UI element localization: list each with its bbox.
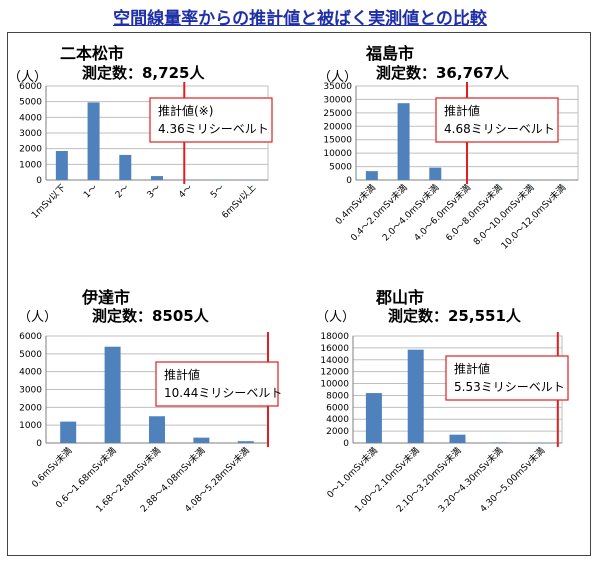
y-tick-label-koriyama: 16000 bbox=[320, 344, 349, 354]
estimate-value-fukushima: 4.68ミリシーベルト bbox=[444, 122, 555, 136]
y-tick-label-date: 4000 bbox=[19, 368, 42, 378]
bar-nihonmatsu bbox=[119, 154, 132, 180]
bar-koriyama bbox=[449, 434, 466, 443]
bar-koriyama bbox=[407, 349, 424, 443]
chart-title-date: 伊達市 bbox=[82, 288, 131, 307]
bar-nihonmatsu bbox=[182, 179, 195, 181]
estimate-label-nihonmatsu: 推計値(※) bbox=[158, 103, 213, 118]
y-tick-label-nihonmatsu: 6000 bbox=[19, 82, 42, 92]
bar-nihonmatsu bbox=[151, 176, 163, 180]
ylabel-nihonmatsu: （人） bbox=[8, 70, 48, 85]
y-tick-label-fukushima: 20000 bbox=[323, 122, 352, 132]
estimate-value-date: 10.44ミリシーベルト bbox=[164, 386, 282, 400]
bar-fukushima bbox=[556, 179, 569, 181]
y-tick-label-fukushima: 10000 bbox=[323, 149, 352, 159]
y-tick-label-date: 5000 bbox=[19, 350, 42, 360]
figure-frame bbox=[7, 32, 591, 556]
y-tick-label-koriyama: 4000 bbox=[326, 415, 349, 425]
estimate-label-fukushima: 推計値 bbox=[444, 103, 480, 118]
estimate-value-nihonmatsu: 4.36ミリシーベルト bbox=[158, 122, 269, 136]
y-tick-label-nihonmatsu: 3000 bbox=[19, 129, 42, 139]
y-tick-label-koriyama: 8000 bbox=[326, 391, 349, 401]
y-tick-label-koriyama: 2000 bbox=[326, 427, 349, 437]
y-tick-label-nihonmatsu: 5000 bbox=[19, 98, 42, 108]
count-label-koriyama: 測定数：25,551人 bbox=[388, 307, 521, 325]
bar-fukushima bbox=[524, 179, 537, 181]
chart-title-nihonmatsu: 二本松市 bbox=[60, 44, 125, 63]
y-tick-label-nihonmatsu: 0 bbox=[36, 176, 42, 186]
bar-date bbox=[104, 346, 121, 443]
y-tick-label-fukushima: 15000 bbox=[323, 136, 352, 146]
y-tick-label-fukushima: 5000 bbox=[329, 163, 352, 173]
bar-fukushima bbox=[397, 103, 410, 180]
y-tick-label-koriyama: 12000 bbox=[320, 368, 349, 378]
bar-fukushima bbox=[492, 179, 505, 181]
y-tick-label-date: 3000 bbox=[19, 386, 42, 396]
ylabel-date: （人） bbox=[18, 310, 58, 325]
y-tick-label-koriyama: 10000 bbox=[320, 380, 349, 390]
ylabel-koriyama: （人） bbox=[316, 310, 356, 325]
x-tick-label-koriyama: 4.30〜5.00mSv未満 bbox=[477, 445, 547, 515]
y-tick-label-date: 1000 bbox=[19, 421, 42, 431]
y-tick-label-fukushima: 25000 bbox=[323, 109, 352, 119]
bar-nihonmatsu bbox=[55, 151, 68, 180]
y-tick-label-koriyama: 0 bbox=[343, 439, 349, 449]
y-tick-label-koriyama: 6000 bbox=[326, 403, 349, 413]
y-tick-label-date: 2000 bbox=[19, 403, 42, 413]
chart-title-fukushima: 福島市 bbox=[366, 44, 415, 63]
bar-koriyama bbox=[365, 393, 382, 443]
y-tick-label-nihonmatsu: 2000 bbox=[19, 145, 42, 155]
bar-koriyama bbox=[491, 442, 508, 443]
count-label-date: 測定数：8505人 bbox=[92, 307, 209, 325]
y-tick-label-nihonmatsu: 4000 bbox=[19, 113, 42, 123]
bar-date bbox=[60, 421, 77, 443]
bar-date bbox=[237, 441, 254, 443]
y-tick-label-koriyama: 18000 bbox=[320, 332, 349, 342]
estimate-box-date bbox=[155, 361, 279, 407]
bar-fukushima bbox=[365, 171, 378, 180]
bar-date bbox=[149, 416, 165, 443]
ylabel-fukushima: （人） bbox=[318, 70, 358, 85]
y-tick-label-fukushima: 30000 bbox=[323, 95, 352, 105]
count-label-fukushima: 測定数：36,767人 bbox=[376, 64, 509, 82]
estimate-box-nihonmatsu bbox=[149, 97, 273, 143]
y-tick-label-fukushima: 0 bbox=[346, 176, 352, 186]
bar-date bbox=[193, 437, 210, 443]
bar-fukushima bbox=[429, 167, 442, 180]
chart-title-koriyama: 郡山市 bbox=[376, 288, 425, 307]
bar-nihonmatsu bbox=[246, 179, 259, 181]
y-tick-label-date: 0 bbox=[36, 439, 42, 449]
estimate-label-koriyama: 推計値 bbox=[454, 361, 490, 376]
y-tick-label-date: 6000 bbox=[19, 332, 42, 342]
page-title: 空間線量率からの推計値と被ばく実測値との比較 bbox=[113, 9, 487, 29]
y-tick-label-fukushima: 35000 bbox=[323, 82, 352, 92]
bar-nihonmatsu bbox=[87, 102, 100, 180]
estimate-value-koriyama: 5.53ミリシーベルト bbox=[454, 380, 565, 394]
estimate-label-date: 推計値 bbox=[164, 367, 200, 382]
estimate-box-fukushima bbox=[435, 97, 559, 143]
bar-koriyama bbox=[533, 442, 550, 444]
y-tick-label-koriyama: 14000 bbox=[320, 356, 349, 366]
count-label-nihonmatsu: 測定数：8,725人 bbox=[82, 64, 205, 82]
bar-nihonmatsu bbox=[214, 179, 227, 181]
y-tick-label-nihonmatsu: 1000 bbox=[19, 160, 42, 170]
estimate-box-koriyama bbox=[445, 355, 569, 401]
